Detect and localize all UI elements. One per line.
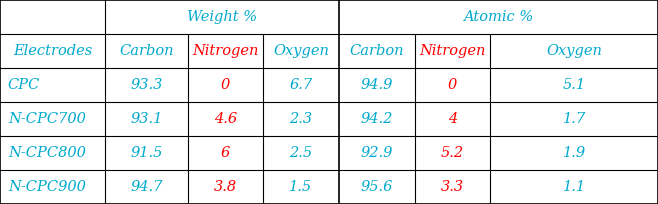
Text: N-CPC800: N-CPC800	[8, 146, 86, 160]
Text: 93.3: 93.3	[130, 78, 163, 92]
Text: 93.1: 93.1	[130, 112, 163, 126]
Text: 0: 0	[220, 78, 230, 92]
Text: 95.6: 95.6	[361, 180, 393, 194]
Text: Carbon: Carbon	[119, 44, 174, 58]
Text: Atomic %: Atomic %	[463, 10, 534, 24]
Text: 92.9: 92.9	[361, 146, 393, 160]
Text: 5.2: 5.2	[441, 146, 464, 160]
Text: Oxygen: Oxygen	[273, 44, 329, 58]
Text: 94.2: 94.2	[361, 112, 393, 126]
Text: 2.5: 2.5	[290, 146, 313, 160]
Text: 1.9: 1.9	[563, 146, 586, 160]
Text: N-CPC700: N-CPC700	[8, 112, 86, 126]
Text: 2.3: 2.3	[290, 112, 313, 126]
Text: Oxygen: Oxygen	[546, 44, 602, 58]
Text: Carbon: Carbon	[349, 44, 404, 58]
Text: 1.1: 1.1	[563, 180, 586, 194]
Text: CPC: CPC	[8, 78, 40, 92]
Text: 94.7: 94.7	[130, 180, 163, 194]
Text: 94.9: 94.9	[361, 78, 393, 92]
Text: 1.7: 1.7	[563, 112, 586, 126]
Text: Nitrogen: Nitrogen	[419, 44, 486, 58]
Text: 91.5: 91.5	[130, 146, 163, 160]
Text: 6.7: 6.7	[290, 78, 313, 92]
Text: Weight %: Weight %	[187, 10, 257, 24]
Text: 1.5: 1.5	[290, 180, 313, 194]
Text: 4.6: 4.6	[214, 112, 237, 126]
Text: 4: 4	[447, 112, 457, 126]
Text: 0: 0	[447, 78, 457, 92]
Text: N-CPC900: N-CPC900	[8, 180, 86, 194]
Text: 5.1: 5.1	[563, 78, 586, 92]
Text: 6: 6	[220, 146, 230, 160]
Text: Nitrogen: Nitrogen	[192, 44, 259, 58]
Text: 3.8: 3.8	[214, 180, 237, 194]
Text: 3.3: 3.3	[441, 180, 464, 194]
Text: Electrodes: Electrodes	[13, 44, 92, 58]
